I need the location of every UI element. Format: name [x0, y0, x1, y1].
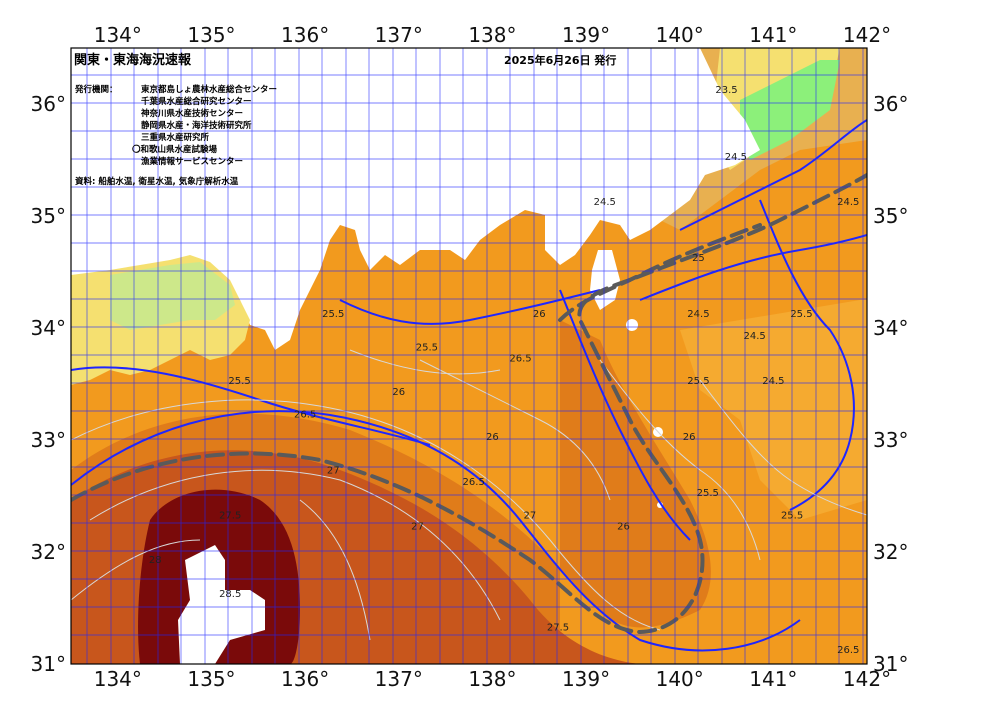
issuer-item: 千葉県水産総合研究センター	[141, 96, 252, 107]
isotherm-labels: 23.5 24.5 24.5 24.5 25 24.5 25.5 24.5 25.5 24.5 25…	[149, 85, 859, 656]
issuer-item: 〇和歌山県水産試験場	[132, 144, 218, 155]
longitude-tick-label: 134°	[94, 667, 142, 691]
isotherm-label: 25.5	[416, 342, 438, 353]
isotherm-label: 25.5	[687, 376, 709, 387]
latitude-tick-label: 31°	[873, 652, 908, 676]
isotherm-label: 25.5	[781, 510, 803, 521]
longitude-tick-label: 141°	[749, 23, 797, 47]
issuer-item: 漁業情報サービスセンター	[141, 156, 243, 167]
issuer-item: 三重県水産研究所	[141, 132, 210, 143]
longitude-ticks-top: 134° 135° 136° 137° 138° 139° 140° 141° 142°	[94, 23, 891, 47]
isotherm-label: 25.5	[790, 309, 812, 320]
latitude-tick-label: 34°	[31, 316, 66, 340]
isotherm-label: 27.5	[547, 622, 569, 633]
longitude-tick-label: 136°	[281, 667, 329, 691]
longitude-tick-label: 135°	[187, 23, 235, 47]
isotherm-label: 23.5	[715, 85, 737, 96]
longitude-tick-label: 140°	[656, 23, 704, 47]
isotherm-label: 24.5	[725, 152, 747, 163]
issuer-item: 静岡県水産・海洋技術研究所	[141, 120, 252, 131]
latitude-tick-label: 33°	[31, 428, 66, 452]
longitude-tick-label: 138°	[468, 667, 516, 691]
isotherm-label: 25.5	[697, 488, 719, 499]
longitude-tick-label: 141°	[749, 667, 797, 691]
latitude-tick-label: 36°	[31, 92, 66, 116]
isotherm-label: 24.5	[687, 309, 709, 320]
longitude-tick-label: 137°	[375, 23, 423, 47]
latitude-tick-label: 35°	[873, 204, 908, 228]
issuer-item: 神奈川県水産技術センター	[141, 108, 243, 119]
latitude-tick-label: 32°	[31, 540, 66, 564]
latitude-tick-label: 31°	[31, 652, 66, 676]
longitude-tick-label: 134°	[94, 23, 142, 47]
latitude-tick-label: 33°	[873, 428, 908, 452]
longitude-tick-label: 139°	[562, 667, 610, 691]
longitude-tick-label: 142°	[843, 667, 891, 691]
isotherm-label: 28	[149, 555, 162, 566]
isotherm-label: 26	[617, 522, 630, 533]
isotherm-label: 26	[683, 432, 696, 443]
isotherm-label: 28.5	[219, 589, 241, 600]
map-title: 関東・東海海況速報	[74, 52, 192, 68]
isotherm-label: 26	[392, 387, 405, 398]
latitude-tick-label: 34°	[873, 316, 908, 340]
issuer-item: 東京都島しょ農林水産総合センター	[141, 84, 277, 95]
data-source: 資料: 船舶水温, 衛星水温, 気象庁解析水温	[74, 176, 239, 187]
isotherm-label: 26	[533, 309, 546, 320]
isotherm-label: 27	[411, 522, 424, 533]
isotherm-label: 24.5	[743, 331, 765, 342]
longitude-tick-label: 136°	[281, 23, 329, 47]
issuer-list: 東京都島しょ農林水産総合センター 千葉県水産総合研究センター 神奈川県水産技術セ…	[132, 84, 277, 167]
longitude-tick-label: 140°	[656, 667, 704, 691]
isotherm-label: 26.5	[294, 410, 316, 421]
isotherm-label: 27.5	[219, 510, 241, 521]
issue-date: 2025年6月26日 発行	[504, 53, 616, 67]
isotherm-label: 27	[327, 466, 340, 477]
no-data-patch	[178, 545, 265, 664]
latitude-tick-label: 32°	[873, 540, 908, 564]
longitude-tick-label: 137°	[375, 667, 423, 691]
isotherm-label: 25.5	[228, 376, 250, 387]
longitude-tick-label: 138°	[468, 23, 516, 47]
isotherm-label: 25	[692, 253, 705, 264]
isotherm-label: 24.5	[594, 197, 616, 208]
isotherm-label: 26	[486, 432, 499, 443]
sst-zone-northeast-green	[740, 60, 840, 160]
longitude-tick-label: 142°	[843, 23, 891, 47]
longitude-tick-label: 135°	[187, 667, 235, 691]
latitude-ticks-left: 36° 35° 34° 33° 32° 31°	[31, 92, 66, 676]
isotherm-label: 24.5	[762, 376, 784, 387]
latitude-tick-label: 35°	[31, 204, 66, 228]
isotherm-label: 27	[524, 510, 537, 521]
isotherm-label: 25.5	[322, 309, 344, 320]
isotherm-label: 26.5	[509, 354, 531, 365]
longitude-ticks-bottom: 134° 135° 136° 137° 138° 139° 140° 141° 142°	[94, 667, 891, 691]
isotherm-label: 26.5	[837, 645, 859, 656]
map-frame	[70, 47, 868, 665]
kuroshio-axis	[71, 173, 867, 635]
latitude-ticks-right: 36° 35° 34° 33° 32° 31°	[873, 92, 908, 676]
land-shikoku-green	[110, 262, 235, 330]
isotherm-label: 24.5	[837, 197, 859, 208]
land-honshu	[71, 48, 760, 350]
latitude-tick-label: 36°	[873, 92, 908, 116]
isotherm-label: 26.5	[463, 477, 485, 488]
island-oshima	[626, 319, 638, 331]
issuer-label: 発行機関：	[74, 84, 118, 95]
longitude-tick-label: 139°	[562, 23, 610, 47]
graticule	[71, 48, 867, 664]
